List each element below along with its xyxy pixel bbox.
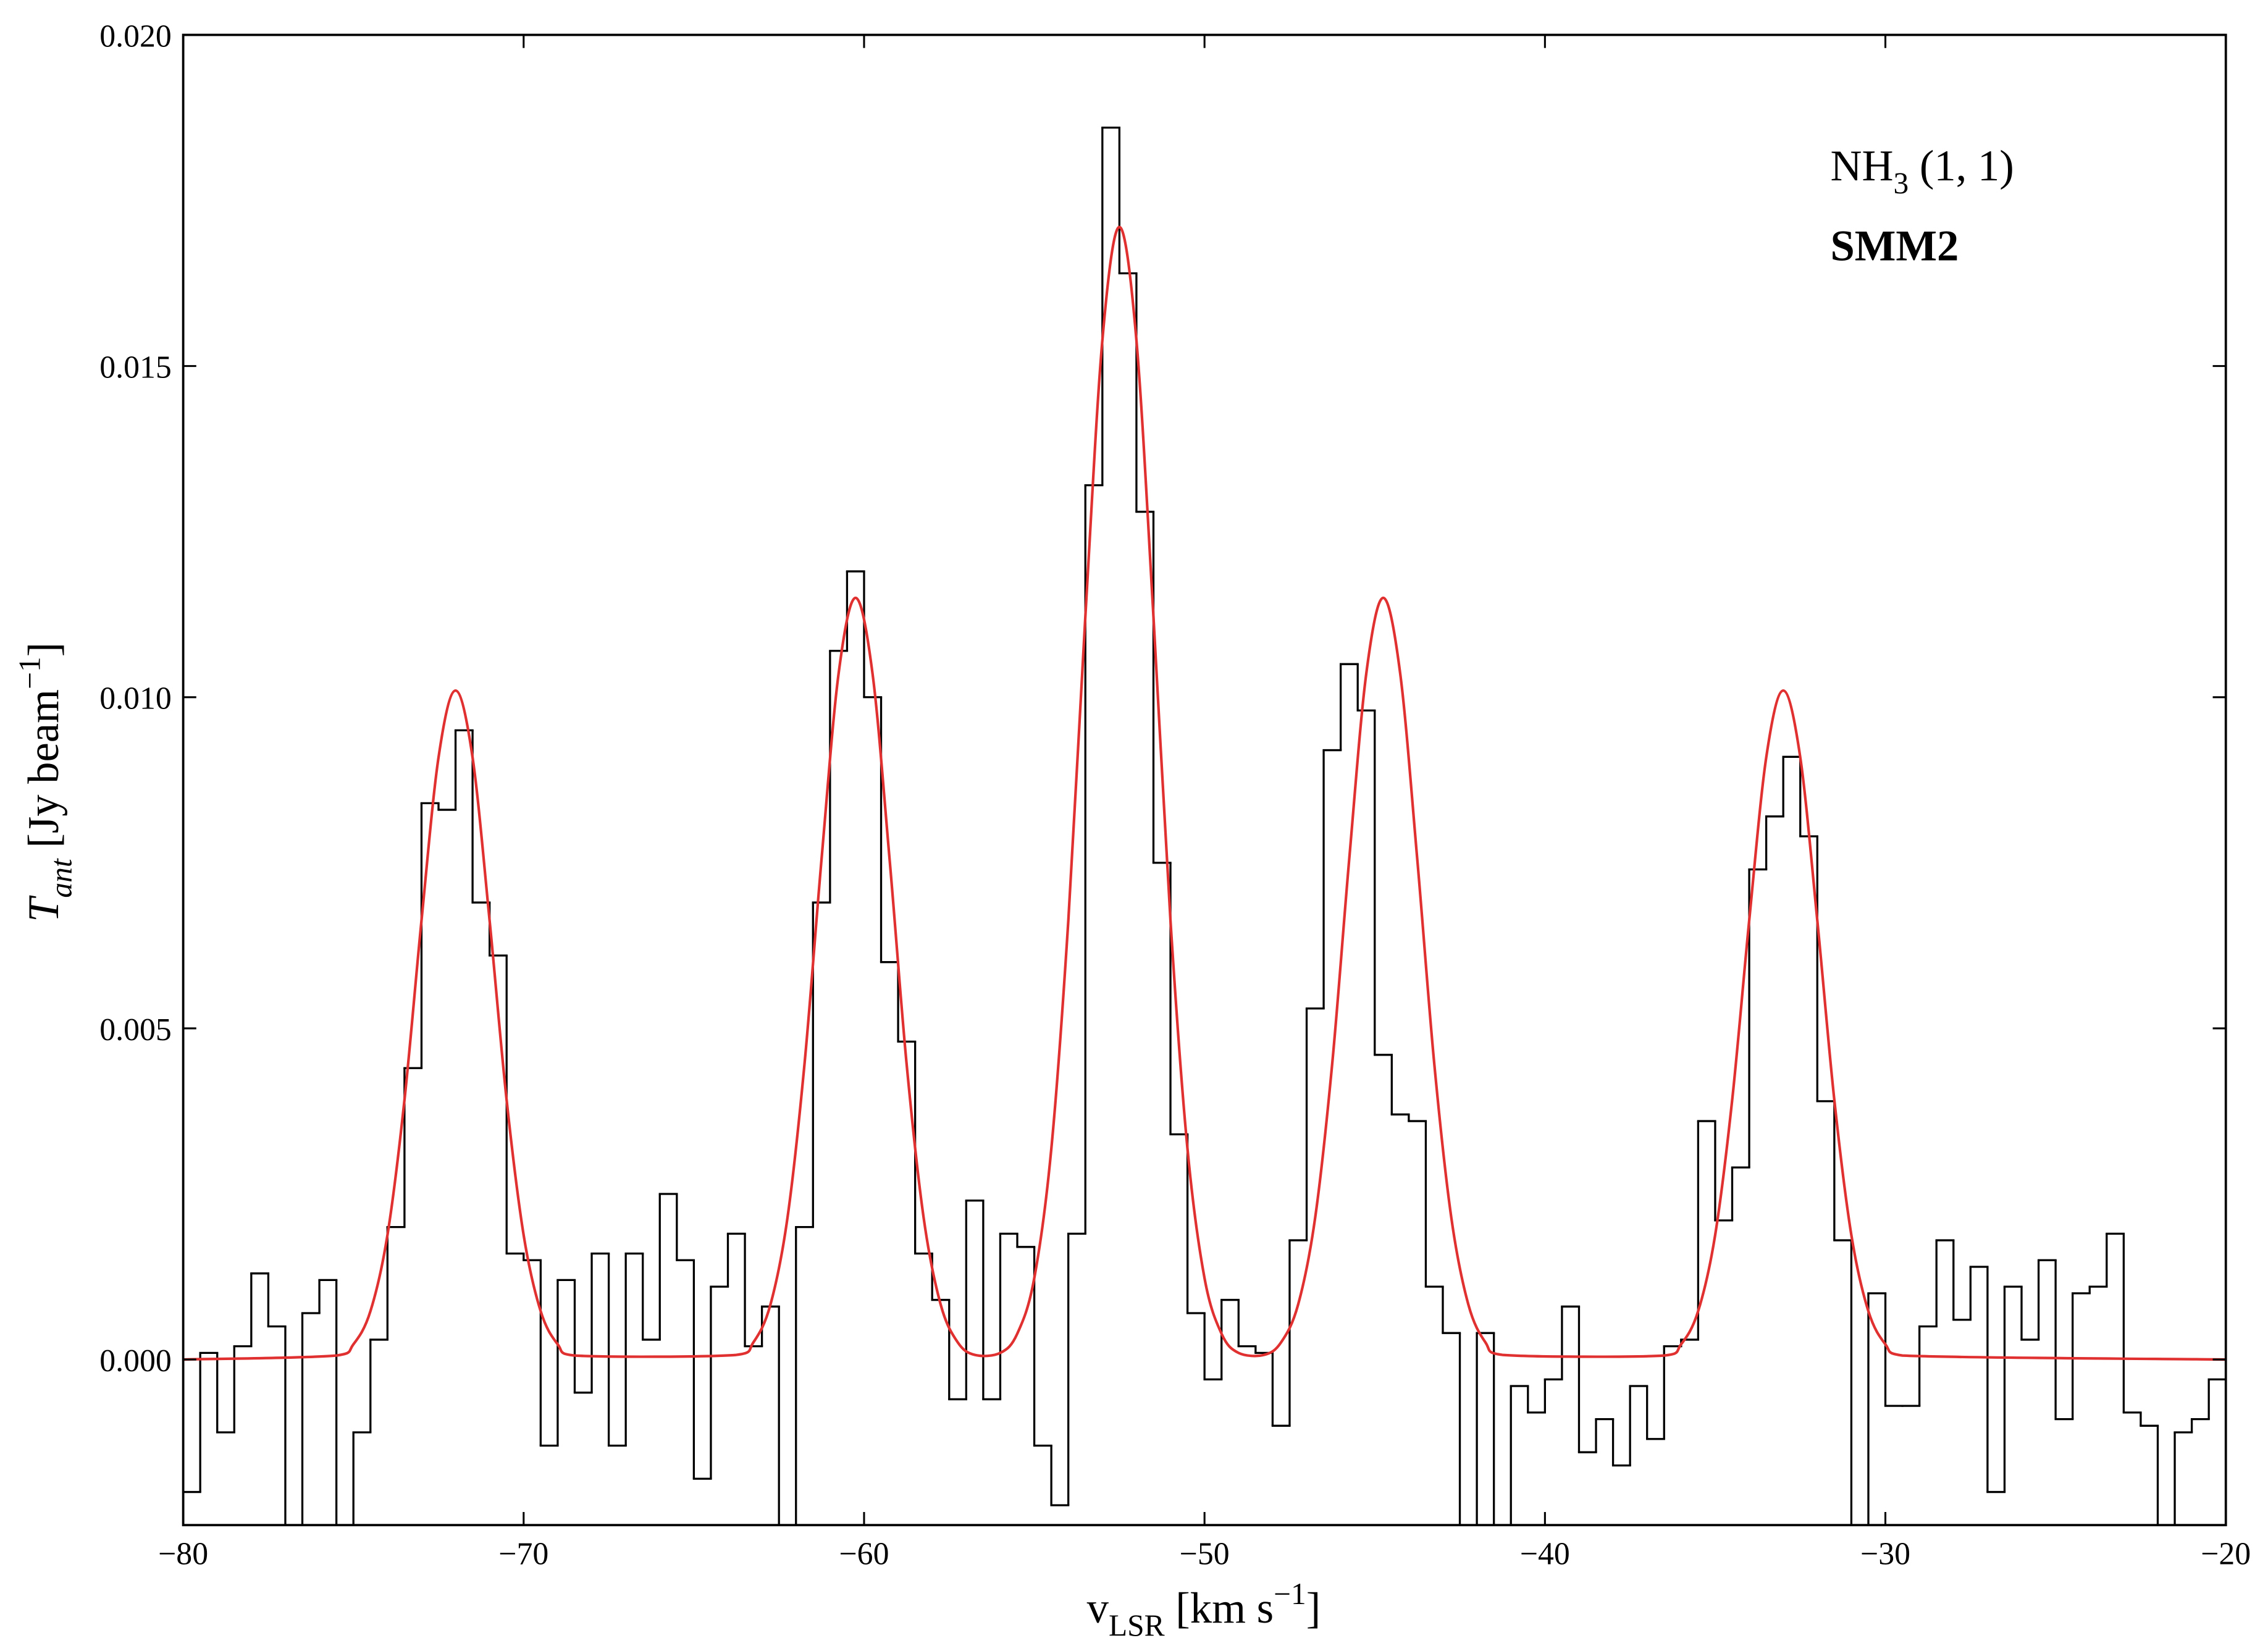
x-tick-label: −60: [839, 1537, 889, 1572]
y-tick-label: 0.010: [99, 681, 171, 716]
y-axis-label-part: [Jy beam: [20, 689, 68, 859]
x-axis-label: vLSR [km s−1]: [1087, 1577, 1321, 1642]
annotation-part: SMM2: [1830, 222, 1959, 270]
annotation: NH3 (1, 1): [1830, 142, 2014, 200]
x-tick-label: −50: [1180, 1537, 1230, 1572]
y-axis-label-part: T: [20, 895, 68, 922]
x-axis-label-part: LSR: [1109, 1608, 1165, 1642]
x-tick-label: −30: [1860, 1537, 1910, 1572]
annotation-part: NH: [1830, 142, 1893, 190]
y-axis-label-part: ]: [20, 642, 68, 657]
x-axis-label-part: −1: [1274, 1577, 1306, 1611]
annotation-part: (1, 1): [1909, 142, 2014, 190]
x-tick-label: −20: [2201, 1537, 2251, 1572]
y-tick-label: 0.015: [99, 350, 171, 385]
plot-area: [183, 126, 2226, 1526]
x-tick-label: −80: [158, 1537, 208, 1572]
y-axis-label-part: −1: [13, 657, 47, 689]
x-axis-label-part: [km s: [1165, 1584, 1274, 1632]
x-axis-label-part: ]: [1306, 1584, 1321, 1632]
y-tick-label: 0.020: [99, 19, 171, 54]
annotation-part: 3: [1893, 166, 1909, 200]
x-axis-label-part: v: [1087, 1584, 1109, 1632]
y-tick-label: 0.005: [99, 1012, 171, 1048]
fit-line: [183, 225, 2226, 1361]
y-axis-label-part: ant: [44, 858, 78, 897]
y-axis-label: Tant [Jy beam−1]: [13, 642, 78, 922]
y-tick-label: 0.000: [99, 1343, 171, 1379]
annotation: SMM2: [1830, 222, 1959, 270]
x-tick-label: −40: [1520, 1537, 1570, 1572]
x-tick-label: −70: [498, 1537, 548, 1572]
